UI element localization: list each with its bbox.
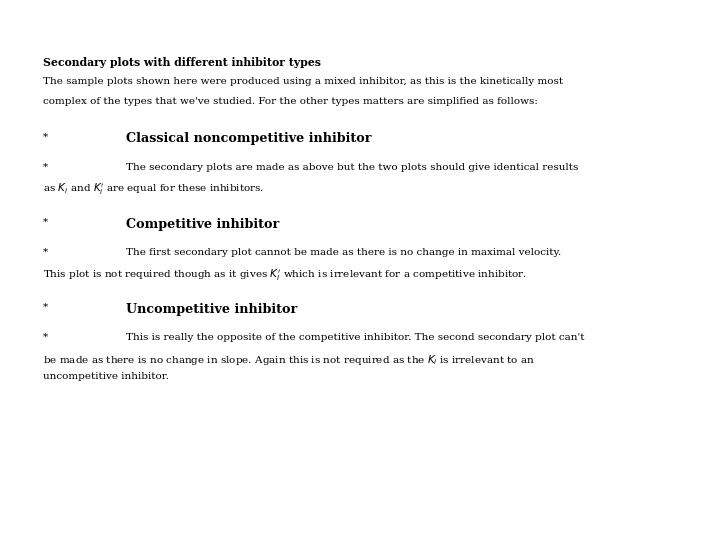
Text: *: * bbox=[43, 248, 48, 257]
Text: Uncompetitive inhibitor: Uncompetitive inhibitor bbox=[126, 303, 297, 316]
Text: The first secondary plot cannot be made as there is no change in maximal velocit: The first secondary plot cannot be made … bbox=[126, 248, 562, 257]
Text: The secondary plots are made as above but the two plots should give identical re: The secondary plots are made as above bu… bbox=[126, 163, 578, 172]
Text: be made as there is no change in slope. Again this is not required as the $K_i$ : be made as there is no change in slope. … bbox=[43, 353, 535, 367]
Text: This plot is not required though as it gives $K_i'$ which is irrelevant for a co: This plot is not required though as it g… bbox=[43, 267, 527, 283]
Text: *: * bbox=[43, 333, 48, 342]
Text: Secondary plots with different inhibitor types: Secondary plots with different inhibitor… bbox=[43, 57, 321, 68]
Text: The sample plots shown here were produced using a mixed inhibitor, as this is th: The sample plots shown here were produce… bbox=[43, 77, 563, 86]
Text: complex of the types that we've studied. For the other types matters are simplif: complex of the types that we've studied.… bbox=[43, 97, 538, 106]
Text: *: * bbox=[43, 303, 48, 312]
Text: uncompetitive inhibitor.: uncompetitive inhibitor. bbox=[43, 372, 169, 381]
Text: Competitive inhibitor: Competitive inhibitor bbox=[126, 218, 279, 231]
Text: *: * bbox=[43, 132, 48, 141]
Text: *: * bbox=[43, 163, 48, 172]
Text: Classical noncompetitive inhibitor: Classical noncompetitive inhibitor bbox=[126, 132, 372, 145]
Text: as $K_i$ and $K_i'$ are equal for these inhibitors.: as $K_i$ and $K_i'$ are equal for these … bbox=[43, 182, 264, 198]
Text: This is really the opposite of the competitive inhibitor. The second secondary p: This is really the opposite of the compe… bbox=[126, 333, 585, 342]
Text: *: * bbox=[43, 218, 48, 227]
